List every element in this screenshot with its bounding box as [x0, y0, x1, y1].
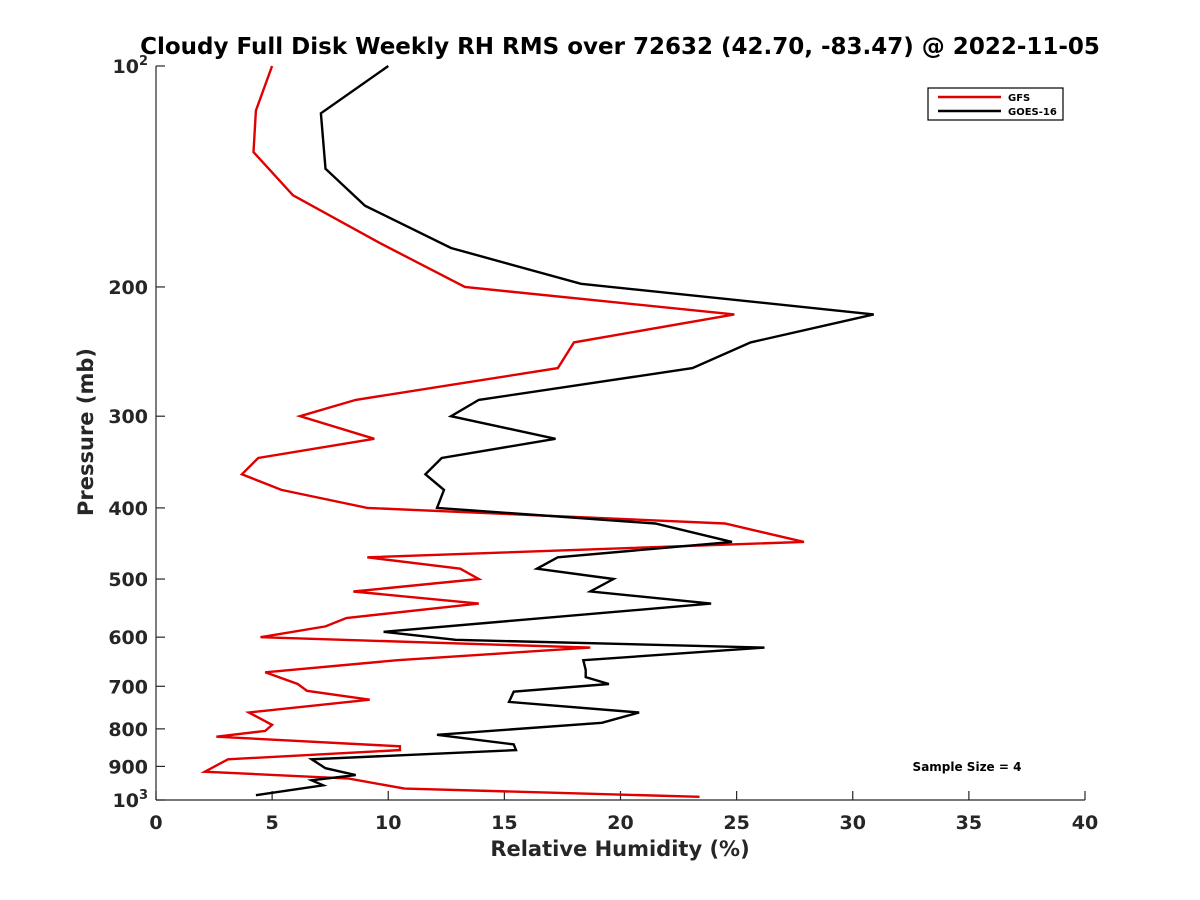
y-tick-label: 900	[108, 756, 148, 778]
x-tick-label: 15	[491, 812, 517, 834]
y-tick-label-base: 200	[108, 277, 148, 299]
y-tick-label-exponent: 2	[139, 54, 148, 69]
series-line-gfs	[200, 65, 805, 798]
legend-label: GFS	[1008, 93, 1030, 104]
y-tick-label: 800	[108, 719, 148, 741]
series-layer	[200, 65, 874, 798]
y-tick-label: 102	[113, 54, 149, 78]
x-tick-label: 5	[266, 812, 279, 834]
x-axis-label: Relative Humidity (%)	[490, 837, 749, 861]
sample-size-annotation: Sample Size = 4	[913, 760, 1022, 774]
y-tick-label-exponent: 3	[139, 788, 148, 803]
legend-box	[927, 87, 1064, 121]
series-line-goes-16	[255, 65, 874, 797]
x-tick-label: 0	[149, 812, 162, 834]
y-tick-label-base: 10	[113, 790, 139, 812]
y-tick-label: 600	[108, 627, 148, 649]
x-tick-label: 35	[956, 812, 982, 834]
axes: 0 5 10 15 20 25 30 35 40102200300400500600700800…	[108, 54, 1098, 834]
y-tick-label: 103	[113, 788, 149, 812]
y-tick-label: 400	[108, 498, 148, 520]
y-tick-label-base: 300	[108, 406, 148, 428]
y-tick-label: 200	[108, 277, 148, 299]
x-tick-label: 30	[840, 812, 866, 834]
x-tick-label: 10	[375, 812, 401, 834]
y-tick-label: 300	[108, 406, 148, 428]
legend-label: GOES-16	[1008, 107, 1057, 118]
x-tick-label: 40	[1072, 812, 1098, 834]
y-tick-label-base: 600	[108, 627, 148, 649]
chart-title: Cloudy Full Disk Weekly RH RMS over 7263…	[140, 34, 1100, 60]
y-tick-label-base: 10	[113, 56, 139, 78]
x-tick-label: 25	[723, 812, 749, 834]
y-tick-label-base: 700	[108, 676, 148, 698]
y-tick-label-base: 500	[108, 569, 148, 591]
y-tick-label-base: 800	[108, 719, 148, 741]
y-tick-label: 700	[108, 676, 148, 698]
y-axis-label: Pressure (mb)	[74, 348, 98, 516]
y-tick-label-base: 400	[108, 498, 148, 520]
y-tick-label-base: 900	[108, 756, 148, 778]
legend: GFS GOES-16	[927, 87, 1064, 121]
x-tick-label: 20	[607, 812, 633, 834]
y-tick-label: 500	[108, 569, 148, 591]
